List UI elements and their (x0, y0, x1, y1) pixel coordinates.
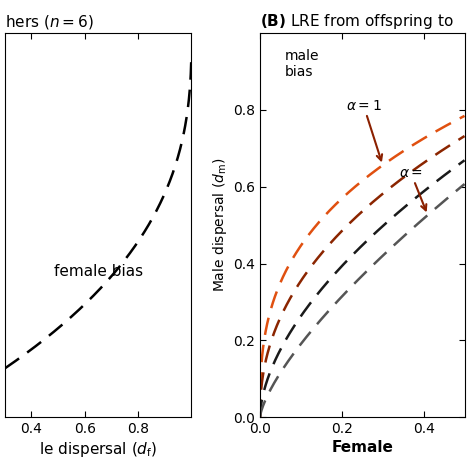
Text: $\alpha =$: $\alpha =$ (399, 166, 426, 210)
Text: male
bias: male bias (284, 48, 319, 79)
Text: female bias: female bias (54, 264, 143, 279)
Text: $\mathbf{(B)}$ LRE from offspring to: $\mathbf{(B)}$ LRE from offspring to (260, 12, 454, 31)
Text: $\alpha = 1$: $\alpha = 1$ (346, 99, 382, 160)
X-axis label: Female: Female (331, 440, 393, 455)
X-axis label: le dispersal ($d_{\rm f}$): le dispersal ($d_{\rm f}$) (39, 440, 157, 459)
Y-axis label: Male dispersal ($d_{\rm m}$): Male dispersal ($d_{\rm m}$) (211, 158, 229, 292)
Text: hers ($n = 6$): hers ($n = 6$) (5, 13, 93, 31)
